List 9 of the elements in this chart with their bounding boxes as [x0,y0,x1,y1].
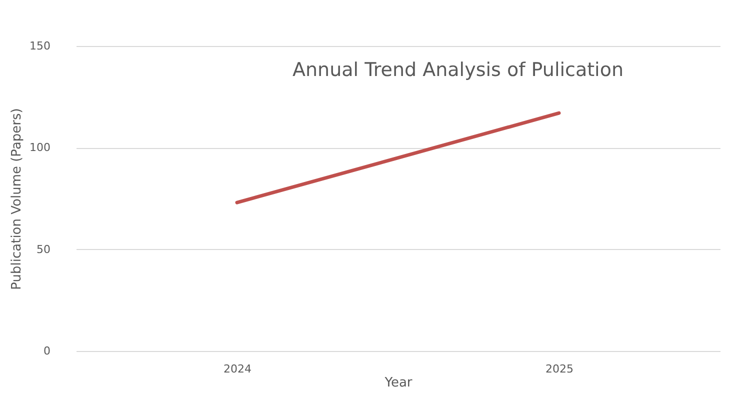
y-axis-title: Publication Volume (Papers) [10,108,25,290]
x-tick-label: 2024 [224,362,252,376]
y-tick-label: 150 [30,40,50,52]
x-axis-title: Year [384,376,413,390]
text: Annual Trend Analysis of Pulication [292,59,624,81]
y-tick-label: 100 [30,141,50,154]
y-tick-label: 0 [44,344,50,358]
y-tick-label: 50 [36,242,50,256]
x-tick-label: 2025 [546,362,574,376]
